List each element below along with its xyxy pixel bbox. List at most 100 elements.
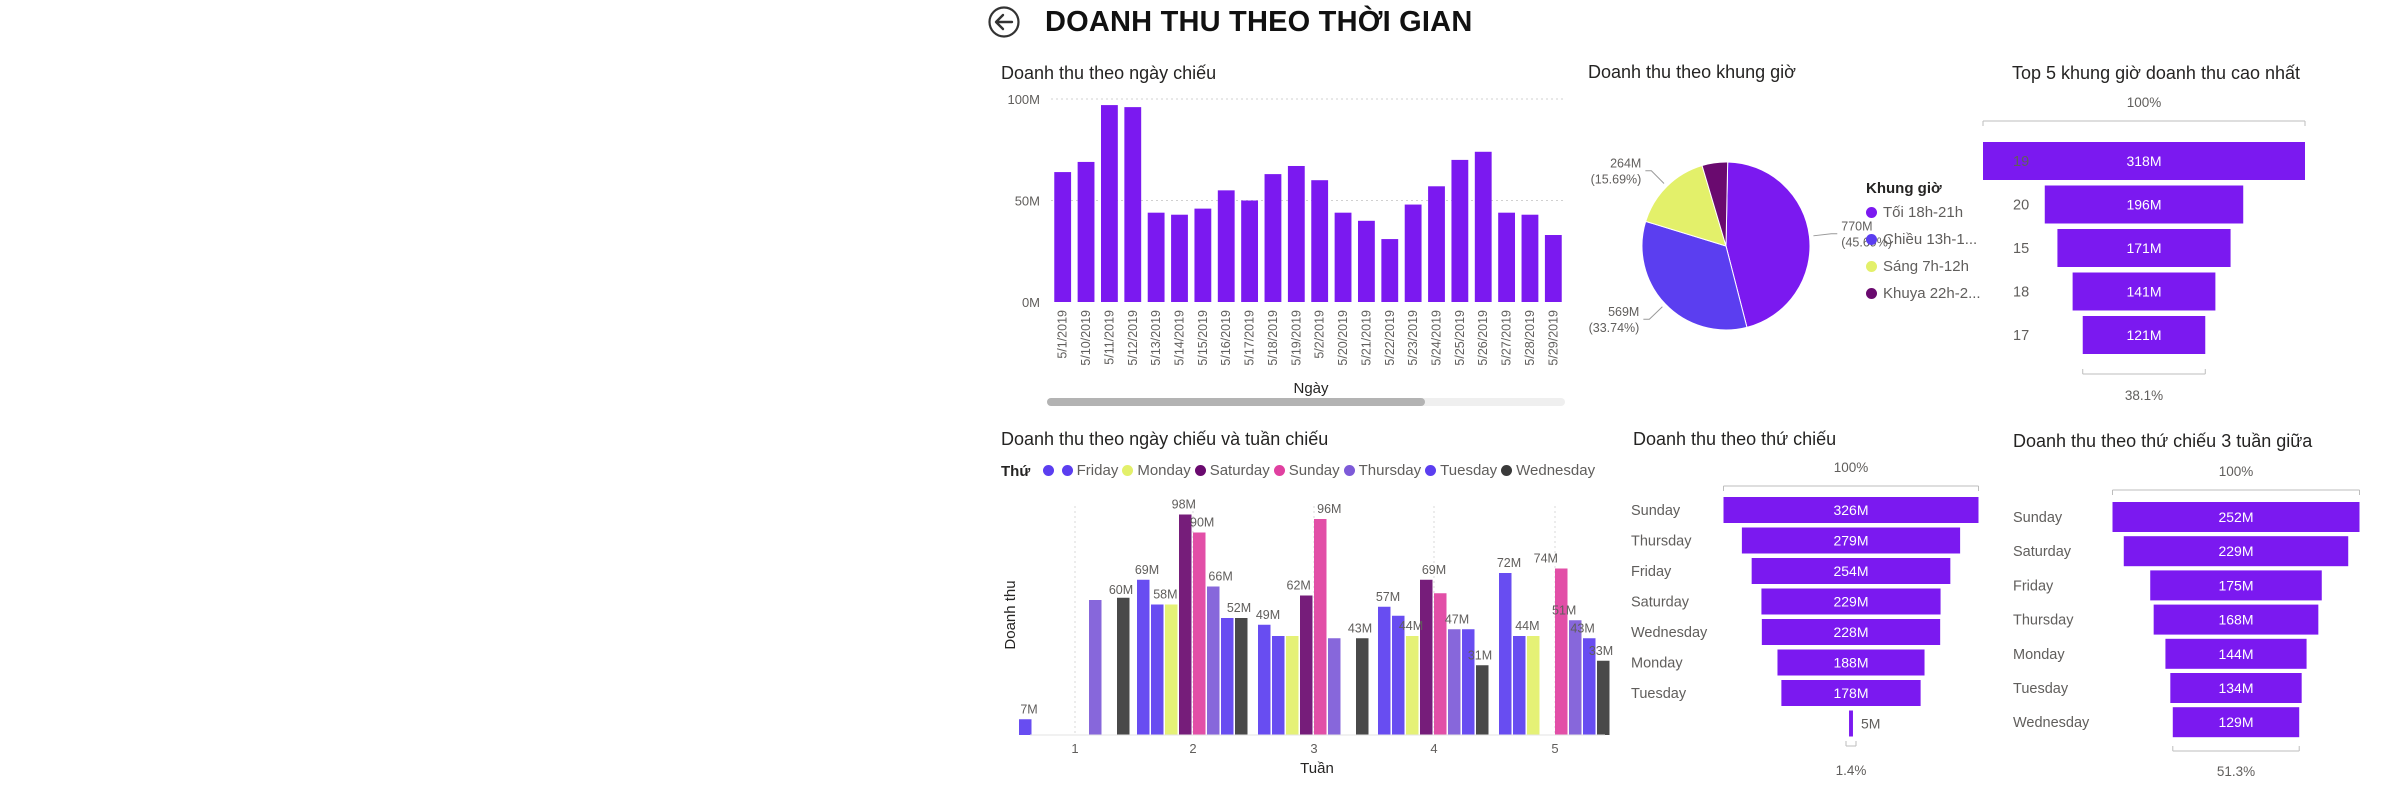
weekly-bar xyxy=(1356,638,1369,735)
page-title: DOANH THU THEO THỜI GIAN xyxy=(1045,6,1473,38)
top5-bar xyxy=(2044,185,2244,224)
weekday3-chart-title: Doanh thu theo thứ chiếu 3 tuần giữa xyxy=(2013,431,2313,451)
weekly-legend-item[interactable]: Friday xyxy=(1061,462,1118,479)
daily-y-tick-label: 50M xyxy=(1015,194,1040,209)
daily-x-tick-label: 5/14/2019 xyxy=(1173,310,1187,366)
weekly-bar xyxy=(1555,568,1568,735)
weekday3-top-percent: 100% xyxy=(2219,464,2254,479)
weekly-legend-label: Monday xyxy=(1137,462,1191,479)
weekly-bar xyxy=(1235,618,1248,735)
weekly-data-label: 60M xyxy=(1109,583,1133,597)
weekday3-category-label: Sunday xyxy=(2013,510,2063,526)
daily-x-tick-label: 5/12/2019 xyxy=(1126,310,1140,366)
weekday3-bar xyxy=(2165,638,2307,669)
pie-legend-label: Chiều 13h-1... xyxy=(1883,231,1978,248)
daily-bar xyxy=(1357,220,1375,302)
pie-slice-label: 569M xyxy=(1608,305,1639,319)
daily-bar xyxy=(1124,107,1142,303)
weekday-value-label: 254M xyxy=(1833,563,1868,579)
weekly-bar xyxy=(1117,597,1130,735)
daily-bar xyxy=(1147,212,1165,302)
back-button[interactable] xyxy=(987,5,1021,39)
weekly-x-axis-title: Tuần xyxy=(1300,760,1334,777)
pie-leader-line xyxy=(1813,233,1838,237)
weekly-legend-dot xyxy=(1343,465,1355,476)
weekday3-bar xyxy=(2172,707,2300,738)
daily-x-tick-label: 5/11/2019 xyxy=(1102,310,1116,365)
weekly-legend-item[interactable]: Sunday xyxy=(1273,462,1340,479)
daily-chart-title: Doanh thu theo ngày chiếu xyxy=(1001,63,1217,83)
weekly-bar xyxy=(1151,604,1164,735)
daily-bar xyxy=(1054,172,1072,302)
weekly-data-label: 74M xyxy=(1534,552,1558,566)
weekly-legend-item[interactable]: Tuesday xyxy=(1425,462,1497,479)
weekly-bar xyxy=(1406,636,1419,735)
top5-category-label: 17 xyxy=(2013,328,2029,344)
daily-bar xyxy=(1474,151,1492,302)
weekly-data-label: 69M xyxy=(1422,563,1446,577)
weekly-bar xyxy=(1499,573,1512,735)
pie-legend-dot xyxy=(1866,288,1877,299)
weekly-legend-item[interactable] xyxy=(1042,465,1058,476)
daily-x-tick-label: 5/13/2019 xyxy=(1149,310,1163,366)
weekly-data-label: 7M xyxy=(1020,702,1037,716)
daily-y-tick-label: 0M xyxy=(1022,295,1040,310)
weekly-legend-item[interactable]: Wednesday xyxy=(1501,462,1595,479)
weekly-bar xyxy=(1569,620,1582,735)
weekly-legend-item[interactable]: Saturday xyxy=(1194,462,1270,479)
weekly-bar xyxy=(1378,606,1391,735)
top5-top-percent: 100% xyxy=(2127,95,2162,110)
weekly-legend-label: Thursday xyxy=(1358,462,1422,479)
daily-bar xyxy=(1311,180,1329,302)
weekday-category-label: Monday xyxy=(1631,656,1683,672)
weekly-bar xyxy=(1314,519,1327,735)
weekday3-bar xyxy=(2153,604,2319,635)
weekday-category-label: Wednesday xyxy=(1631,625,1708,641)
weekly-data-label: 43M xyxy=(1570,621,1594,635)
weekday-bar xyxy=(1777,649,1925,676)
weekly-bar xyxy=(1019,719,1032,735)
weekly-legend-item[interactable]: Thursday xyxy=(1343,462,1422,479)
weekly-legend-dot xyxy=(1061,465,1073,476)
weekday3-bottom-percent: 51.3% xyxy=(2217,764,2255,779)
weekly-data-label: 90M xyxy=(1190,516,1214,530)
weekday3-bar xyxy=(2112,502,2360,532)
weekly-chart-title: Doanh thu theo ngày chiếu và tuần chiếu xyxy=(1001,429,1329,449)
pie-legend-item[interactable]: Tối 18h-21h xyxy=(1866,204,1981,221)
weekday-bar xyxy=(1741,527,1961,554)
weekly-legend-dot xyxy=(1501,465,1513,476)
daily-chart-scrollbar-thumb[interactable] xyxy=(1047,398,1425,406)
weekly-bar xyxy=(1513,636,1526,735)
weekly-bar xyxy=(1207,586,1220,735)
pie-legend-item[interactable]: Khuya 22h-2... xyxy=(1866,285,1981,302)
weekday3-category-label: Monday xyxy=(2013,647,2065,663)
pie-legend-label: Tối 18h-21h xyxy=(1883,204,1964,221)
weekly-data-label: 96M xyxy=(1317,502,1341,516)
weekday-category-label: Thursday xyxy=(1631,534,1692,550)
daily-bar xyxy=(1381,239,1399,302)
weekly-bar xyxy=(1583,638,1596,735)
weekly-legend-item[interactable]: Monday xyxy=(1122,462,1191,479)
weekly-legend-label: Wednesday xyxy=(1516,462,1596,479)
weekday-value-label: 188M xyxy=(1833,655,1868,671)
daily-x-tick-label: 5/20/2019 xyxy=(1336,310,1350,366)
weekly-bar xyxy=(1221,618,1234,735)
top5-value-label: 196M xyxy=(2126,197,2161,213)
pie-slice-pct: (15.69%) xyxy=(1591,173,1642,187)
weekday-top-percent: 100% xyxy=(1834,460,1869,475)
weekly-bar xyxy=(1258,624,1271,735)
top5-value-label: 121M xyxy=(2126,327,2161,343)
weekday3-bar xyxy=(2170,673,2302,703)
pie-leader-line xyxy=(1645,170,1665,184)
daily-bar xyxy=(1171,214,1188,302)
weekday3-category-label: Thursday xyxy=(2013,613,2074,629)
weekday-bar xyxy=(1723,497,1979,523)
pie-legend-item[interactable]: Sáng 7h-12h xyxy=(1866,258,1981,275)
daily-bar xyxy=(1498,212,1516,302)
weekday-bar xyxy=(1849,710,1853,737)
weekly-bar xyxy=(1462,629,1475,735)
weekly-data-label: 43M xyxy=(1348,621,1372,635)
weekday-bottom-percent: 1.4% xyxy=(1836,763,1867,778)
pie-legend-item[interactable]: Chiều 13h-1... xyxy=(1866,231,1981,248)
